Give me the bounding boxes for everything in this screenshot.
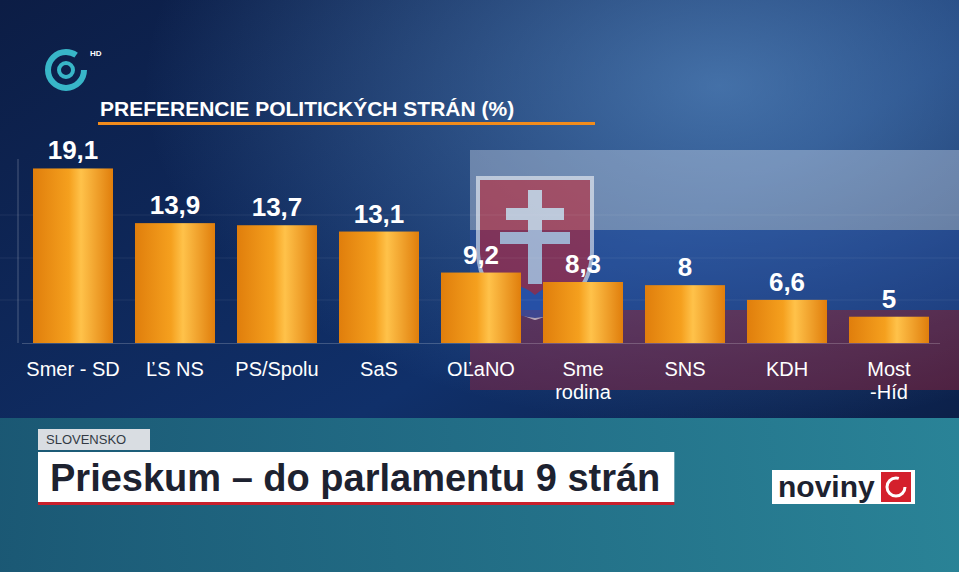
lower-band xyxy=(0,418,959,572)
category-label: Most-Híd xyxy=(867,358,911,403)
category-label-line: Sme xyxy=(562,358,603,380)
bar xyxy=(747,300,827,343)
headline-underline xyxy=(38,502,674,505)
data-label: 9,2 xyxy=(463,240,499,270)
headline: Prieskum – do parlamentu 9 strán xyxy=(50,457,660,499)
data-label: 13,7 xyxy=(252,192,303,222)
background xyxy=(0,0,959,572)
brand-mark-bg xyxy=(881,472,911,502)
section-label: SLOVENSKO xyxy=(46,432,126,447)
logo-text: HD xyxy=(90,49,102,58)
category-label-line: rodina xyxy=(555,381,611,403)
category-label-line: Most xyxy=(867,358,911,380)
canvas: HD PREFERENCIE POLITICKÝCH STRÁN (%)19,1 1… xyxy=(0,0,959,572)
baseline xyxy=(22,343,940,344)
data-label: 5 xyxy=(882,284,896,314)
bar xyxy=(339,232,419,343)
category-label: Smerodina xyxy=(555,358,611,403)
brand-box xyxy=(772,470,915,504)
bar xyxy=(237,225,317,343)
bar xyxy=(441,273,521,343)
data-label: 8,3 xyxy=(565,249,601,279)
logo-inner xyxy=(59,63,73,77)
data-label: 8 xyxy=(678,252,692,282)
background-glow xyxy=(0,0,959,572)
cross xyxy=(500,190,570,284)
brand-logo: noviny xyxy=(778,470,875,503)
bar xyxy=(849,317,929,343)
bar xyxy=(33,168,113,343)
logo-ring xyxy=(48,52,84,88)
category-label: SaS xyxy=(360,358,398,380)
decor-line xyxy=(0,215,959,216)
category-label: SNS xyxy=(664,358,705,380)
category-label: OĽaNO xyxy=(447,358,515,380)
category-label-line: -Híd xyxy=(870,381,908,403)
data-label: 13,1 xyxy=(354,199,405,229)
bar xyxy=(645,285,725,343)
brand-mark xyxy=(887,478,905,496)
data-label: 6,6 xyxy=(769,267,805,297)
bar xyxy=(135,223,215,343)
value-axis-line xyxy=(18,159,19,343)
category-label: KDH xyxy=(766,358,808,380)
category-label: ĽS NS xyxy=(146,358,204,380)
data-label: 19,1 xyxy=(48,135,99,165)
category-label: Smer - SD xyxy=(26,358,119,380)
bar xyxy=(543,282,623,343)
title-underline xyxy=(98,122,595,125)
bars xyxy=(33,168,929,343)
category-label: PS/Spolu xyxy=(235,358,318,380)
channel-logo: HD xyxy=(48,49,102,88)
section-box xyxy=(38,429,150,450)
chart-title: PREFERENCIE POLITICKÝCH STRÁN (%) xyxy=(100,97,514,120)
flag xyxy=(470,150,959,390)
data-label: 13,9 xyxy=(150,190,201,220)
headline-box xyxy=(38,452,674,502)
